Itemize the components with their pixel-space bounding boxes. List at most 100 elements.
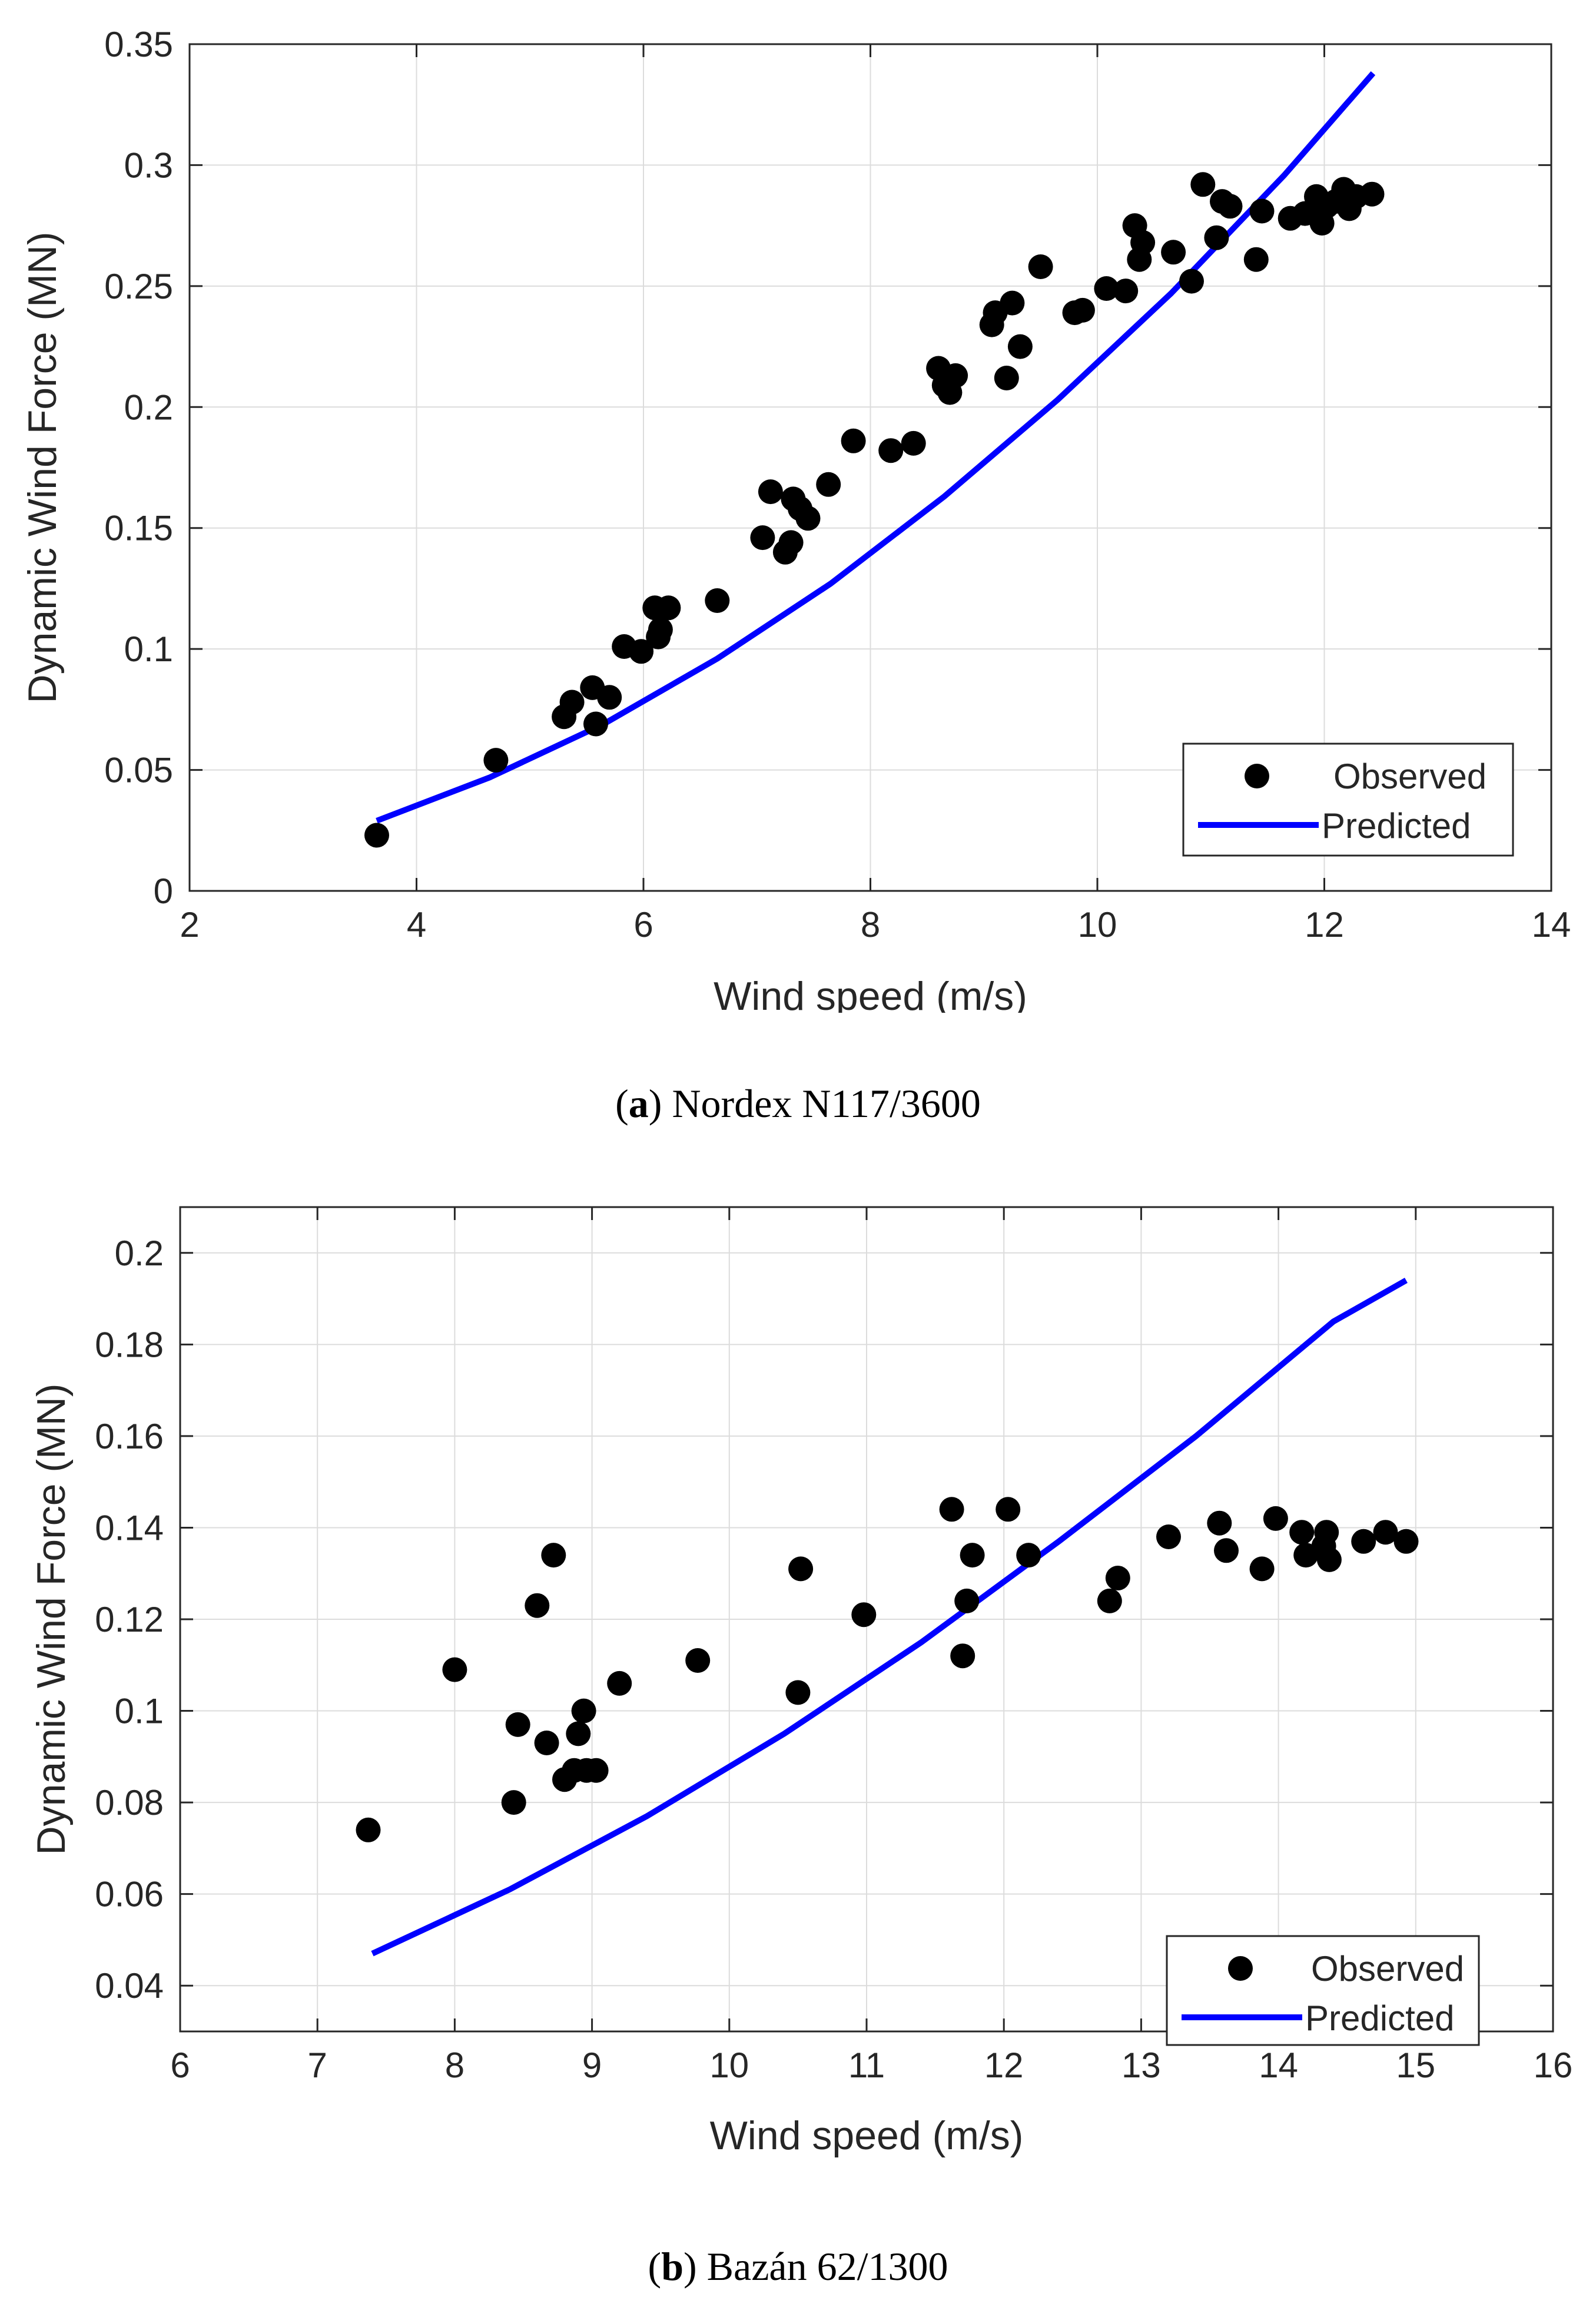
y-tick-label: 0.12 <box>95 1600 164 1639</box>
legend-observed-label: Observed <box>1311 1949 1464 1988</box>
observed-point <box>1249 1556 1275 1582</box>
observed-point <box>1316 1547 1342 1572</box>
observed-point <box>1161 240 1186 265</box>
observed-point <box>878 438 904 463</box>
y-tick-label: 0.05 <box>104 751 173 790</box>
observed-point <box>566 1721 591 1746</box>
y-tick-label: 0.2 <box>124 387 173 427</box>
legend-observed-label: Observed <box>1333 757 1486 796</box>
observed-point <box>583 1758 609 1783</box>
x-tick-label: 10 <box>1078 905 1117 944</box>
x-tick-label: 10 <box>709 2046 749 2085</box>
observed-point <box>1097 1588 1122 1613</box>
observed-point <box>1094 276 1119 301</box>
observed-point <box>994 366 1019 390</box>
predicted-line <box>376 71 1376 824</box>
x-tick-label: 4 <box>407 905 426 944</box>
y-tick-label: 0.1 <box>115 1692 164 1731</box>
observed-point <box>1373 1520 1398 1545</box>
x-tick-label: 11 <box>848 2046 885 2085</box>
observed-point <box>1016 1543 1041 1568</box>
observed-point <box>597 685 622 710</box>
legend: Observed Predicted <box>1166 1935 1480 2046</box>
observed-point <box>996 1497 1021 1522</box>
observed-point <box>629 639 654 664</box>
observed-point <box>1217 194 1243 219</box>
x-axis-label: Wind speed (m/s) <box>710 2113 1024 2158</box>
observed-point <box>1113 279 1139 304</box>
observed-point <box>501 1790 526 1815</box>
observed-point <box>1156 1524 1181 1549</box>
y-tick-label: 0.2 <box>115 1234 164 1273</box>
x-tick-label: 12 <box>1305 905 1344 944</box>
y-tick-label: 0.3 <box>124 145 173 185</box>
observed-point <box>785 1680 811 1705</box>
x-tick-label: 8 <box>445 2046 464 2085</box>
legend-observed-marker <box>1228 1956 1253 1981</box>
legend-box <box>1182 743 1514 857</box>
observed-point <box>1243 247 1269 272</box>
observed-point <box>750 525 775 551</box>
x-tick-label: 6 <box>633 905 653 944</box>
observed-point <box>950 1643 975 1669</box>
y-tick-label: 0.14 <box>95 1508 164 1547</box>
x-tick-label: 15 <box>1396 2046 1435 2085</box>
observed-point <box>583 711 608 737</box>
observed-point <box>1179 269 1204 294</box>
observed-point <box>1393 1529 1419 1554</box>
observed-point <box>778 530 804 555</box>
observed-point <box>571 1698 596 1723</box>
x-tick-label: 2 <box>180 905 199 944</box>
x-tick-label: 13 <box>1121 2046 1161 2085</box>
x-tick-label: 14 <box>1532 905 1571 944</box>
caption-b-letter: b <box>661 2244 684 2289</box>
caption-b-text: Bazán 62/1300 <box>706 2244 948 2289</box>
observed-point <box>364 823 389 848</box>
legend: Observed Predicted <box>1182 743 1514 857</box>
y-tick-label: 0 <box>154 871 173 911</box>
y-tick-label: 0.04 <box>95 1966 164 2006</box>
observed-point <box>1105 1566 1130 1590</box>
predicted-line <box>371 1278 1408 1957</box>
x-tick-label: 16 <box>1534 2046 1573 2085</box>
observed-point <box>841 428 866 453</box>
observed-point <box>483 748 509 773</box>
observed-point <box>356 1817 381 1842</box>
observed-point <box>788 1556 814 1582</box>
observed-point <box>1263 1506 1288 1531</box>
y-tick-label: 0.16 <box>95 1417 164 1456</box>
x-tick-label: 12 <box>984 2046 1024 2085</box>
observed-point <box>505 1712 530 1737</box>
x-tick-label: 7 <box>308 2046 327 2085</box>
observed-point <box>1314 1520 1339 1545</box>
observed-point <box>559 690 585 715</box>
observed-point <box>1000 290 1025 316</box>
chart-nordex: 2 4 6 8 10 12 14 0 0.05 0.1 0.15 0.2 0.25 0.3 0.35 Win… <box>20 25 1571 1013</box>
observed-point <box>525 1593 550 1618</box>
observed-point <box>1359 181 1385 207</box>
legend-observed-marker <box>1245 764 1269 788</box>
legend-predicted-label: Predicted <box>1322 806 1471 846</box>
observed-point <box>901 430 926 456</box>
observed-point <box>758 479 783 505</box>
data-marks <box>364 71 1385 848</box>
observed-point <box>1190 172 1216 197</box>
legend-predicted-label: Predicted <box>1305 1998 1454 2038</box>
caption-b: (b) Bazán 62/1300 <box>648 2244 948 2289</box>
observed-point <box>1204 225 1229 250</box>
x-tick-label: 6 <box>170 2046 190 2085</box>
caption-a: (a) Nordex N117/3600 <box>615 1081 981 1126</box>
observed-point <box>1207 1510 1232 1536</box>
y-tick-label: 0.35 <box>104 25 173 64</box>
observed-point <box>939 1497 964 1522</box>
observed-point <box>607 1670 632 1696</box>
y-tick-label: 0.06 <box>95 1875 164 1914</box>
observed-point <box>1070 297 1095 323</box>
x-tick-label: 14 <box>1259 2046 1298 2085</box>
observed-point <box>648 617 673 642</box>
observed-point <box>1214 1538 1239 1563</box>
y-tick-label: 0.15 <box>104 509 173 548</box>
observed-point <box>1007 334 1033 359</box>
observed-point <box>1028 254 1053 279</box>
observed-point <box>442 1657 467 1682</box>
